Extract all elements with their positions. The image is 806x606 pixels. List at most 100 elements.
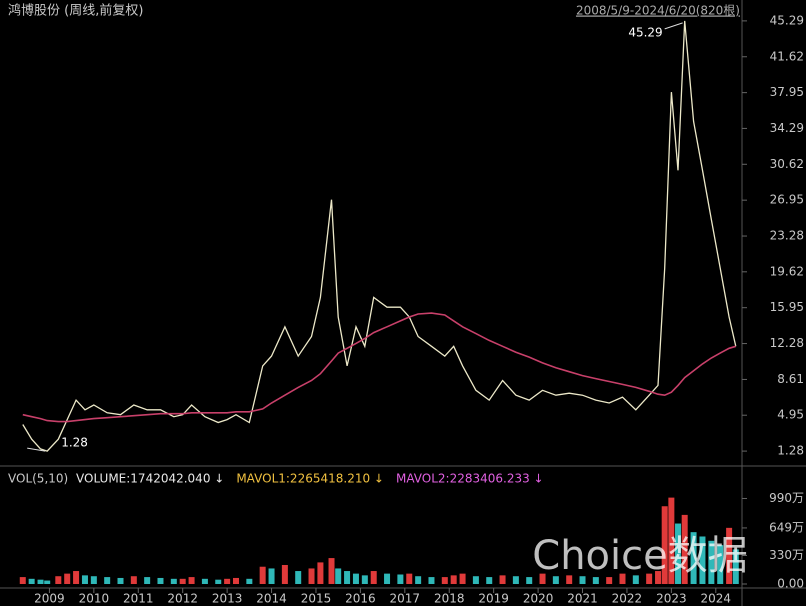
- volume-bar: [215, 579, 222, 584]
- x-tick-label: 2016: [345, 592, 376, 606]
- volume-bar: [441, 577, 448, 584]
- volume-bar: [64, 573, 71, 584]
- volume-bar: [55, 576, 62, 584]
- volume-bar: [361, 575, 368, 584]
- y-tick-label: 45.29: [770, 13, 804, 27]
- volume-bar: [104, 577, 111, 584]
- y-tick-label: 0.00: [777, 577, 804, 591]
- volume-bar: [157, 577, 164, 584]
- x-tick-label: 2022: [612, 592, 643, 606]
- volume-bar: [308, 568, 315, 584]
- volume-bar: [90, 576, 97, 584]
- volume-bar: [179, 578, 186, 584]
- volume-bar: [144, 577, 151, 584]
- y-tick-label: 330万: [769, 548, 804, 562]
- indicator-title: VOL(5,10): [8, 472, 68, 486]
- volume-bar: [632, 575, 639, 584]
- x-tick-label: 2019: [478, 592, 509, 606]
- volume-bar: [450, 575, 457, 584]
- volume-bar: [295, 571, 302, 584]
- x-tick-label: 2014: [256, 592, 287, 606]
- volume-bar: [428, 577, 435, 584]
- watermark: Choice数据: [532, 533, 747, 579]
- volume-bar: [526, 577, 533, 584]
- y-tick-label: 649万: [769, 520, 804, 534]
- y-tick-label: 41.62: [770, 49, 804, 63]
- volume-bar: [486, 577, 493, 584]
- volume-bar: [370, 571, 377, 584]
- y-tick-label: 8.61: [777, 372, 804, 386]
- volume-bar: [259, 566, 266, 584]
- annotation-pointer: [664, 22, 683, 30]
- y-tick-label: 4.95: [777, 408, 804, 422]
- volume-bar: [268, 568, 275, 584]
- annotation-pointer: [27, 447, 46, 452]
- volume-bar: [606, 577, 613, 584]
- y-tick-label: 26.95: [770, 193, 804, 207]
- y-tick-label: 23.28: [770, 229, 804, 243]
- volume-bar: [566, 575, 573, 584]
- volume-bar: [579, 576, 586, 584]
- volume-bar: [328, 558, 335, 584]
- y-tick-label: 12.28: [770, 336, 804, 350]
- y-tick-label: 37.95: [770, 85, 804, 99]
- indicator-readout: MAVOL2:2283406.233 ↓: [396, 472, 544, 486]
- volume-bar: [699, 536, 706, 584]
- volume-bar: [37, 579, 44, 584]
- y-tick-label: 30.62: [770, 157, 804, 171]
- volume-bar: [19, 577, 26, 584]
- y-tick-label: 19.62: [770, 264, 804, 278]
- x-tick-label: 2021: [567, 592, 598, 606]
- volume-bar: [708, 540, 715, 584]
- volume-bar: [690, 532, 697, 584]
- volume-bar: [317, 562, 324, 584]
- volume-bar: [130, 576, 137, 584]
- volume-bar: [675, 523, 682, 584]
- annotation: 1.28: [61, 436, 88, 450]
- x-tick-label: 2010: [79, 592, 110, 606]
- volume-bar: [592, 577, 599, 584]
- volume-bar: [28, 578, 35, 584]
- volume-bar: [717, 545, 724, 584]
- date-range: 2008/5/9-2024/6/20(820根): [576, 4, 740, 18]
- volume-bar: [661, 506, 668, 584]
- volume-bar: [233, 577, 240, 584]
- y-tick-label: 15.95: [770, 300, 804, 314]
- x-tick-label: 2017: [390, 592, 421, 606]
- volume-bar: [681, 514, 688, 584]
- price-line: [22, 20, 737, 452]
- x-tick-label: 2024: [701, 592, 732, 606]
- volume-bar: [726, 527, 733, 584]
- volume-bar: [406, 573, 413, 584]
- x-tick-label: 2011: [123, 592, 154, 606]
- x-tick-label: 2013: [212, 592, 243, 606]
- volume-bar: [539, 573, 546, 584]
- volume-bar: [81, 575, 88, 584]
- indicator-readout: MAVOL1:2265418.210 ↓: [236, 472, 384, 486]
- y-tick-label: 1.28: [777, 444, 804, 458]
- x-tick-label: 2009: [34, 592, 65, 606]
- volume-bar: [117, 577, 124, 584]
- x-tick-label: 2012: [167, 592, 198, 606]
- volume-bar: [646, 573, 653, 584]
- volume-bar: [44, 580, 51, 584]
- annotation: 45.29: [628, 25, 662, 39]
- x-tick-label: 2015: [301, 592, 332, 606]
- volume-bar: [512, 576, 519, 584]
- volume-bar: [415, 576, 422, 584]
- volume-bar: [397, 574, 404, 584]
- volume-bar: [459, 573, 466, 584]
- volume-bar: [73, 571, 80, 584]
- x-tick-label: 2020: [523, 592, 554, 606]
- volume-bar: [352, 573, 359, 584]
- chart-title: 鸿博股份 (周线,前复权): [8, 3, 143, 19]
- volume-bar: [188, 577, 195, 584]
- y-tick-label: 34.29: [770, 121, 804, 135]
- volume-bar: [619, 573, 626, 584]
- volume-bar: [668, 497, 675, 584]
- volume-bar: [246, 578, 253, 584]
- volume-bar: [281, 564, 288, 584]
- volume-bar: [224, 578, 231, 584]
- volume-bar: [170, 578, 177, 584]
